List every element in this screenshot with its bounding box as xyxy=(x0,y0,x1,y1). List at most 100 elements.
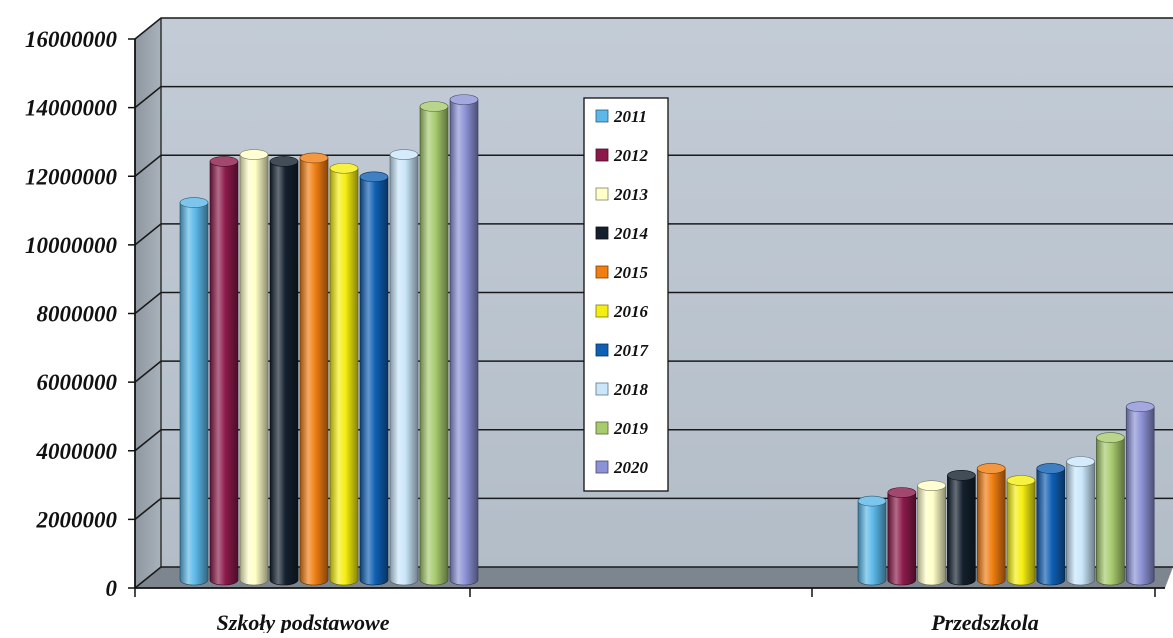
bar-body xyxy=(239,154,269,586)
grid-line xyxy=(134,85,1173,109)
category-label: Szkoły podstawowe xyxy=(217,610,390,633)
legend-label: 2019 xyxy=(613,419,649,438)
legend-item-2012: 2012 xyxy=(595,146,649,165)
bar-2019-szkoly xyxy=(419,101,449,586)
legend: 2011 2012 2013 2014 2015 2016 2017 2018 2019 2020 xyxy=(583,97,669,492)
y-tick-label: 6000000 xyxy=(37,370,118,395)
legend-item-2019: 2019 xyxy=(595,419,649,438)
bar-top xyxy=(857,495,887,507)
legend-swatch xyxy=(595,265,609,279)
bar-2017-przedszkola xyxy=(1036,463,1066,586)
legend-item-2020: 2020 xyxy=(595,458,649,477)
legend-swatch xyxy=(595,226,609,240)
y-tick-label: 14000000 xyxy=(25,96,118,121)
bar-body xyxy=(269,161,299,586)
bar-top xyxy=(299,152,329,164)
bar-2016-szkoly xyxy=(329,162,359,586)
bar-top xyxy=(1066,456,1095,467)
legend-label: 2020 xyxy=(613,458,649,477)
legend-swatch xyxy=(595,382,609,396)
bar-body xyxy=(887,492,917,586)
legend-label: 2016 xyxy=(613,302,649,321)
bar-body xyxy=(359,176,389,586)
bar-top xyxy=(449,94,479,105)
legend-swatch xyxy=(595,460,609,474)
bar-2020-szkoly xyxy=(449,94,479,586)
bar-2018-przedszkola xyxy=(1066,456,1095,586)
legend-label: 2011 xyxy=(613,107,647,126)
legend-label: 2015 xyxy=(613,263,649,282)
grid-line xyxy=(134,497,1173,520)
legend-swatch xyxy=(595,148,609,162)
bar-body xyxy=(299,157,329,586)
legend-item-2016: 2016 xyxy=(595,302,649,321)
legend-swatch xyxy=(595,304,609,318)
bar-2012-przedszkola xyxy=(887,487,917,586)
y-tick-label: 10000000 xyxy=(25,233,118,258)
bar-top xyxy=(1036,463,1066,474)
grid-line xyxy=(134,223,1173,246)
bar-2011-szkoly xyxy=(179,197,209,586)
legend-label: 2018 xyxy=(613,380,649,399)
grid-line xyxy=(134,428,1173,452)
legend-label: 2012 xyxy=(613,146,649,165)
bar-2020-przedszkola xyxy=(1125,401,1155,586)
y-axis-ticks: 0 2000000 4000000 6000000 8000000 10000000 120… xyxy=(25,27,136,601)
legend-swatch xyxy=(595,187,609,201)
grid-lines xyxy=(134,17,1173,589)
bar-top xyxy=(389,149,419,160)
bar-body xyxy=(419,106,449,586)
legend-swatch xyxy=(595,109,609,123)
bar-top xyxy=(1125,401,1155,413)
y-tick-label: 4000000 xyxy=(36,439,118,464)
y-tick-label: 12000000 xyxy=(25,164,118,189)
bar-body xyxy=(449,99,479,586)
legend-swatch xyxy=(595,343,609,357)
bars-layer xyxy=(179,94,1155,586)
bar-2013-przedszkola xyxy=(917,480,946,586)
bar-body xyxy=(1125,406,1155,586)
bar-2014-szkoly xyxy=(269,156,299,586)
bar-body xyxy=(179,202,209,586)
bar-top xyxy=(419,101,449,112)
bar-body xyxy=(976,468,1006,586)
y-tick-label: 8000000 xyxy=(37,302,118,327)
bar-body xyxy=(1096,437,1125,586)
bar-top xyxy=(179,197,209,208)
bar-body xyxy=(209,161,239,586)
bar-body xyxy=(329,167,359,586)
grid-line xyxy=(134,566,1173,589)
grid-line xyxy=(134,17,1173,40)
legend-item-2015: 2015 xyxy=(595,263,649,282)
y-tick-label: 16000000 xyxy=(25,27,118,52)
legend-item-2014: 2014 xyxy=(595,224,648,243)
legend-item-2011: 2011 xyxy=(595,107,647,126)
bar-2019-przedszkola xyxy=(1096,432,1125,586)
bar-top xyxy=(359,171,389,183)
y-tick-label: 0 xyxy=(106,576,118,601)
legend-label: 2013 xyxy=(613,185,649,204)
bar-top xyxy=(947,470,976,481)
legend-item-2017: 2017 xyxy=(595,341,650,360)
y-tick-label: 2000000 xyxy=(36,507,118,532)
bar-2014-przedszkola xyxy=(947,470,976,586)
legend-item-2018: 2018 xyxy=(595,380,649,399)
bar-2015-przedszkola xyxy=(976,463,1006,586)
x-axis: Szkoły podstawowe Przedszkola xyxy=(134,587,1165,635)
bar-top xyxy=(1096,432,1125,443)
bar-top xyxy=(976,463,1006,474)
bar-body xyxy=(1066,461,1095,586)
legend-label: 2017 xyxy=(613,341,650,360)
bar-2015-szkoly xyxy=(299,152,329,586)
bar-2018-szkoly xyxy=(389,149,419,586)
bar-2016-przedszkola xyxy=(1006,475,1036,586)
bar-2013-szkoly xyxy=(239,149,269,586)
bar-2012-szkoly xyxy=(209,156,239,586)
bar-top xyxy=(917,480,946,491)
bar-body xyxy=(1006,480,1036,586)
legend-label: 2014 xyxy=(613,224,648,243)
grid-line xyxy=(134,291,1173,315)
bar-top xyxy=(239,149,269,160)
